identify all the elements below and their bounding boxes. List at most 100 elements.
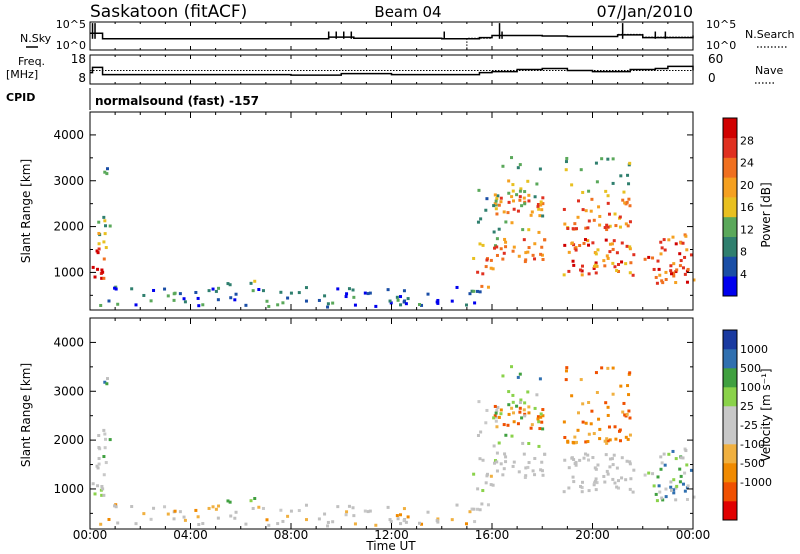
power-cell xyxy=(537,230,541,234)
power-cell xyxy=(281,301,285,305)
velocity-cell xyxy=(286,514,290,518)
power-cell xyxy=(524,251,528,255)
power-cell xyxy=(481,243,485,247)
freq-tick-top: 18 xyxy=(71,52,86,66)
power-cell xyxy=(388,299,392,303)
velocity-cell xyxy=(586,440,590,444)
freq-panel-frame xyxy=(89,54,694,85)
power-cell xyxy=(611,181,615,185)
power-cell xyxy=(352,295,356,299)
power-cell xyxy=(226,282,230,286)
power-cell xyxy=(406,297,410,301)
velocity-cell xyxy=(473,520,477,524)
power-cell xyxy=(564,160,568,164)
power-cell xyxy=(228,283,232,287)
colorbar-frame xyxy=(722,117,738,297)
velocity-cell xyxy=(399,513,403,517)
power-cell xyxy=(626,224,630,228)
power-cell xyxy=(527,193,531,197)
power-cell xyxy=(685,248,689,252)
velocity-cell xyxy=(105,382,109,386)
power-cell xyxy=(605,228,609,232)
velocity-cell xyxy=(628,460,632,464)
y-tick-label: 4000 xyxy=(53,128,84,142)
power-cell xyxy=(142,293,146,297)
power-cell xyxy=(504,245,508,249)
velocity-cell xyxy=(526,390,530,394)
velocity-cell xyxy=(217,504,221,508)
power-cell xyxy=(495,253,499,257)
power-cell xyxy=(580,269,584,273)
power-cell xyxy=(510,221,514,225)
power-cell xyxy=(229,296,233,300)
velocity-cell xyxy=(510,406,514,410)
y-tick-label: 3000 xyxy=(53,384,84,398)
velocity-cell xyxy=(535,393,539,397)
power-cell xyxy=(675,268,679,272)
power-cell xyxy=(485,258,489,262)
velocity-cell xyxy=(611,477,615,481)
power-cell xyxy=(113,286,117,290)
velocity-cell xyxy=(399,522,403,526)
power-cell xyxy=(402,300,406,304)
velocity-cell xyxy=(611,463,615,467)
power-cell xyxy=(472,289,476,293)
power-cell xyxy=(587,189,591,193)
velocity-cell xyxy=(674,498,678,502)
power-cell xyxy=(104,224,108,228)
velocity-cell xyxy=(566,440,570,444)
velocity-cell xyxy=(619,384,623,388)
velocity-cell xyxy=(518,406,522,410)
y-tick-label: 3000 xyxy=(53,174,84,188)
nave-tick-top: 60 xyxy=(708,52,723,66)
velocity-cell xyxy=(620,456,624,460)
velocity-cell xyxy=(504,460,508,464)
velocity-cell xyxy=(679,474,683,478)
velocity-cell xyxy=(612,453,616,457)
power-cell xyxy=(539,252,543,256)
velocity-colorbar-tick: -500 xyxy=(740,457,765,470)
power-cell xyxy=(571,227,575,231)
power-cell xyxy=(606,256,610,260)
power-cell xyxy=(620,241,624,245)
velocity-cell xyxy=(279,508,283,512)
power-cell xyxy=(573,246,577,250)
velocity-cell xyxy=(402,519,406,523)
power-cell xyxy=(681,241,685,245)
power-cell xyxy=(523,260,527,264)
velocity-cell xyxy=(114,505,118,509)
velocity-cell xyxy=(93,492,97,496)
colorbar-segment xyxy=(723,137,737,158)
power-cell xyxy=(670,272,674,276)
velocity-cell xyxy=(486,503,490,507)
velocity-colorbar: 1000 500 100 25 -25 -100 -500 -1000 xyxy=(722,329,772,521)
velocity-cell xyxy=(594,467,598,471)
power-cell xyxy=(608,242,612,246)
velocity-cell xyxy=(522,408,526,412)
power-cell xyxy=(99,303,103,307)
velocity-panel-frame xyxy=(89,317,694,530)
velocity-cell xyxy=(511,411,515,415)
velocity-cell xyxy=(631,490,635,494)
cpid-label: CPID xyxy=(6,91,35,104)
velocity-cell xyxy=(388,518,392,522)
power-cell xyxy=(667,238,671,242)
power-cell xyxy=(507,200,511,204)
power-colorbar-tick: 12 xyxy=(740,223,754,236)
power-cell xyxy=(253,279,257,283)
velocity-cell xyxy=(207,506,211,510)
power-cell xyxy=(595,180,599,184)
power-cell xyxy=(102,257,106,261)
x-tick-label: 12:00 xyxy=(374,528,409,542)
velocity-cell xyxy=(249,499,253,503)
power-cell xyxy=(605,254,609,258)
velocity-cell xyxy=(478,508,482,512)
power-cell xyxy=(196,296,200,300)
velocity-cell xyxy=(628,487,632,491)
velocity-cell xyxy=(267,523,271,527)
velocity-cell xyxy=(183,518,187,522)
power-cell xyxy=(657,267,661,271)
power-cell xyxy=(524,258,528,262)
velocity-cell xyxy=(628,462,632,466)
